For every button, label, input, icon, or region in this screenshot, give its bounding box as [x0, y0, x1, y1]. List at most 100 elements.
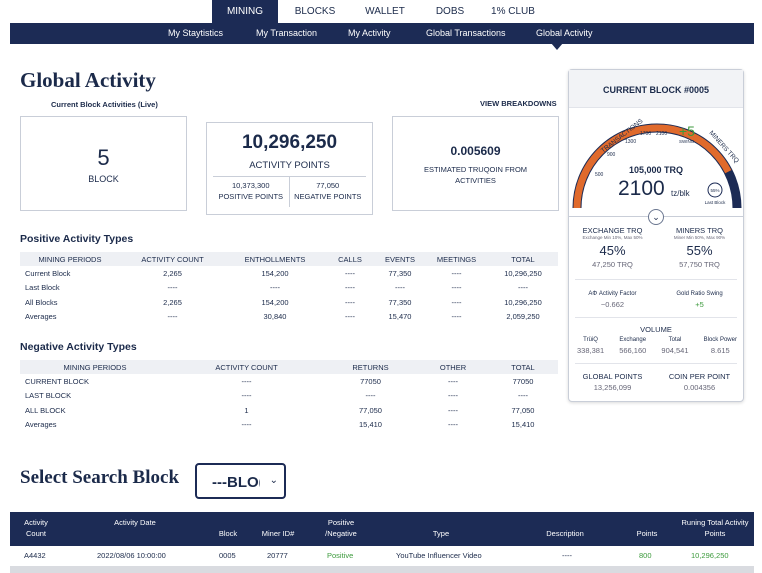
table-cell: 154,200	[261, 268, 289, 278]
table-cell: 77,350	[388, 268, 412, 278]
gold-ratio-value: +5	[695, 300, 704, 309]
volume-value: 904,541	[661, 346, 689, 355]
divider	[575, 317, 737, 318]
table-cell: ----	[345, 268, 355, 278]
exchange-title: EXCHANGE TRQ	[582, 226, 643, 235]
truqoin-label: ESTIMATED TRUQOIN FROM ACTIVITIES	[423, 165, 528, 185]
table-cell: ----	[448, 391, 458, 401]
table-cell: ALL BLOCK	[25, 405, 66, 415]
positive-activity-title: Positive Activity Types	[20, 233, 134, 245]
chevron-down-icon[interactable]: ⌄	[648, 209, 664, 225]
miners-pct: 55%	[686, 243, 713, 258]
volume-title: VOLUME	[640, 325, 672, 334]
gold-ratio-label: Gold Ratio Swing	[676, 291, 723, 297]
sub-nav-global-transactions[interactable]: Global Transactions	[426, 28, 506, 38]
gauge-tick: 1300	[625, 139, 636, 145]
swing-value: +5	[679, 123, 695, 139]
search-block-select-value: ---BLO(	[212, 474, 260, 491]
table-row: Averages ---- 15,410 ---- 15,410	[20, 418, 558, 433]
table-cell: 154,200	[261, 297, 289, 307]
table-cell: ----	[241, 420, 252, 430]
table-row: ALL BLOCK 1 77,050 ---- 77,050	[20, 403, 558, 418]
gauge-label-transactions: TRANSACTIONS	[600, 117, 645, 154]
table-cell: ----	[365, 391, 376, 401]
search-block-title: Select Search Block	[20, 467, 180, 488]
activity-factor: AΦ Activity Factor −0.662	[569, 291, 656, 309]
view-breakdowns-link[interactable]: VIEW BREAKDOWNS	[480, 99, 557, 108]
table-cell: ----	[451, 283, 462, 293]
negative-points-label: NEGATIVE POINTS	[294, 192, 362, 201]
col-header: ACTIVITY COUNT	[120, 252, 225, 266]
miners-trq: MINERS TRQ Miner Min 50%, Max 90% 55% 57…	[656, 226, 743, 269]
table-cell: 15,410	[511, 420, 535, 430]
col-header: ENTHOLLMENTS	[225, 252, 325, 266]
top-nav-mining[interactable]: MINING	[212, 0, 278, 23]
table-row: Current Block 2,265 154,200 ---- 77,350 ---- 1…	[20, 266, 558, 281]
cell-miner-id: 20777	[267, 551, 288, 560]
sub-nav-my-transaction[interactable]: My Transaction	[256, 28, 318, 38]
active-tab-caret	[551, 43, 563, 50]
table-cell: ----	[448, 420, 458, 430]
cell-type: YouTube Influencer Video	[396, 551, 482, 560]
table-cell: 2,059,250	[506, 312, 540, 322]
col-header: TOTAL	[488, 252, 558, 266]
gauge-rate: 2100	[618, 177, 665, 200]
top-nav-wallet[interactable]: WALLET	[365, 6, 405, 17]
col-header: Runing Total Activity Points	[681, 518, 749, 538]
table-cell: All Blocks	[25, 297, 58, 307]
gauge-trq: 105,000 TRQ	[629, 165, 683, 175]
exchange-amount: 47,250 TRQ	[592, 260, 633, 269]
cell-points: 800	[639, 551, 652, 560]
table-cell: ----	[448, 405, 458, 415]
table-row: Last Block ---- ---- ---- ---- ---- ----	[20, 281, 558, 296]
table-cell: 77,050	[359, 405, 382, 415]
table-cell: 77050	[512, 376, 534, 386]
col-header: MINING PERIODS	[20, 252, 120, 266]
sub-nav-my-staytistics[interactable]: My Staytistics	[168, 28, 224, 38]
col-header: MEETINGS	[425, 252, 488, 266]
col-header: TOTAL	[488, 360, 558, 374]
exchange-sub: Exchange Min 10%, Max 50%	[582, 235, 643, 240]
table-cell: 77,050	[511, 405, 535, 415]
top-nav-blocks[interactable]: BLOCKS	[294, 6, 336, 17]
col-header: RETURNS	[323, 360, 418, 374]
swing-label: SWING	[679, 139, 695, 144]
col-header: Block	[218, 529, 238, 538]
page-title: Global Activity	[20, 68, 156, 92]
positive-points-label: POSITIVE POINTS	[218, 192, 284, 201]
activity-factor-value: −0.662	[600, 300, 625, 309]
table-cell: Current Block	[25, 268, 71, 278]
horizontal-scrollbar[interactable]	[10, 566, 754, 573]
cell-running-total: 10,296,250	[691, 551, 729, 560]
table-row[interactable]: A4432 2022/08/06 10:00:00 0005 20777 Pos…	[10, 546, 754, 566]
positive-points-value: 10,373,300	[231, 181, 270, 190]
sub-nav-my-activity[interactable]: My Activity	[348, 28, 391, 38]
negative-activity-title: Negative Activity Types	[20, 341, 137, 353]
activity-points-value: 10,296,250	[241, 132, 338, 153]
table-cell: Averages	[25, 420, 57, 430]
miners-sub: Miner Min 50%, Max 90%	[673, 235, 726, 240]
table-cell: ----	[448, 376, 458, 386]
table-cell: 2,265	[163, 268, 182, 278]
table-cell: ----	[167, 312, 178, 322]
col-header: Positive /Negative	[325, 518, 357, 538]
col-header: Type	[432, 529, 450, 538]
gauge-tick: 1700	[640, 131, 651, 137]
table-cell: 77,350	[388, 297, 412, 307]
activity-points-card: 10,296,250 ACTIVITY POINTS 10,373,300 PO…	[206, 122, 373, 215]
top-nav-dobs[interactable]: DOBS	[435, 6, 465, 17]
negative-activity-table: MINING PERIODS ACTIVITY COUNT RETURNS OT…	[20, 360, 558, 432]
sub-nav-global-activity[interactable]: Global Activity	[536, 28, 593, 38]
block-label: BLOCK	[88, 174, 119, 184]
gold-ratio-swing: Gold Ratio Swing +5	[656, 291, 743, 309]
table-cell: ----	[451, 297, 462, 307]
search-block-select[interactable]: ---BLO( ⌄	[195, 463, 286, 499]
divider	[575, 363, 737, 364]
negative-points-value: 77,050	[316, 181, 340, 190]
cell-positive-negative: Positive	[327, 551, 354, 560]
cell-activity-date: 2022/08/06 10:00:00	[97, 551, 166, 560]
global-points-value: 13,256,099	[593, 383, 632, 392]
panel-title: CURRENT BLOCK #0005	[569, 70, 743, 108]
sub-nav: My Staytistics My Transaction My Activit…	[10, 23, 754, 44]
top-nav-1pct-club[interactable]: 1% CLUB	[491, 6, 535, 17]
